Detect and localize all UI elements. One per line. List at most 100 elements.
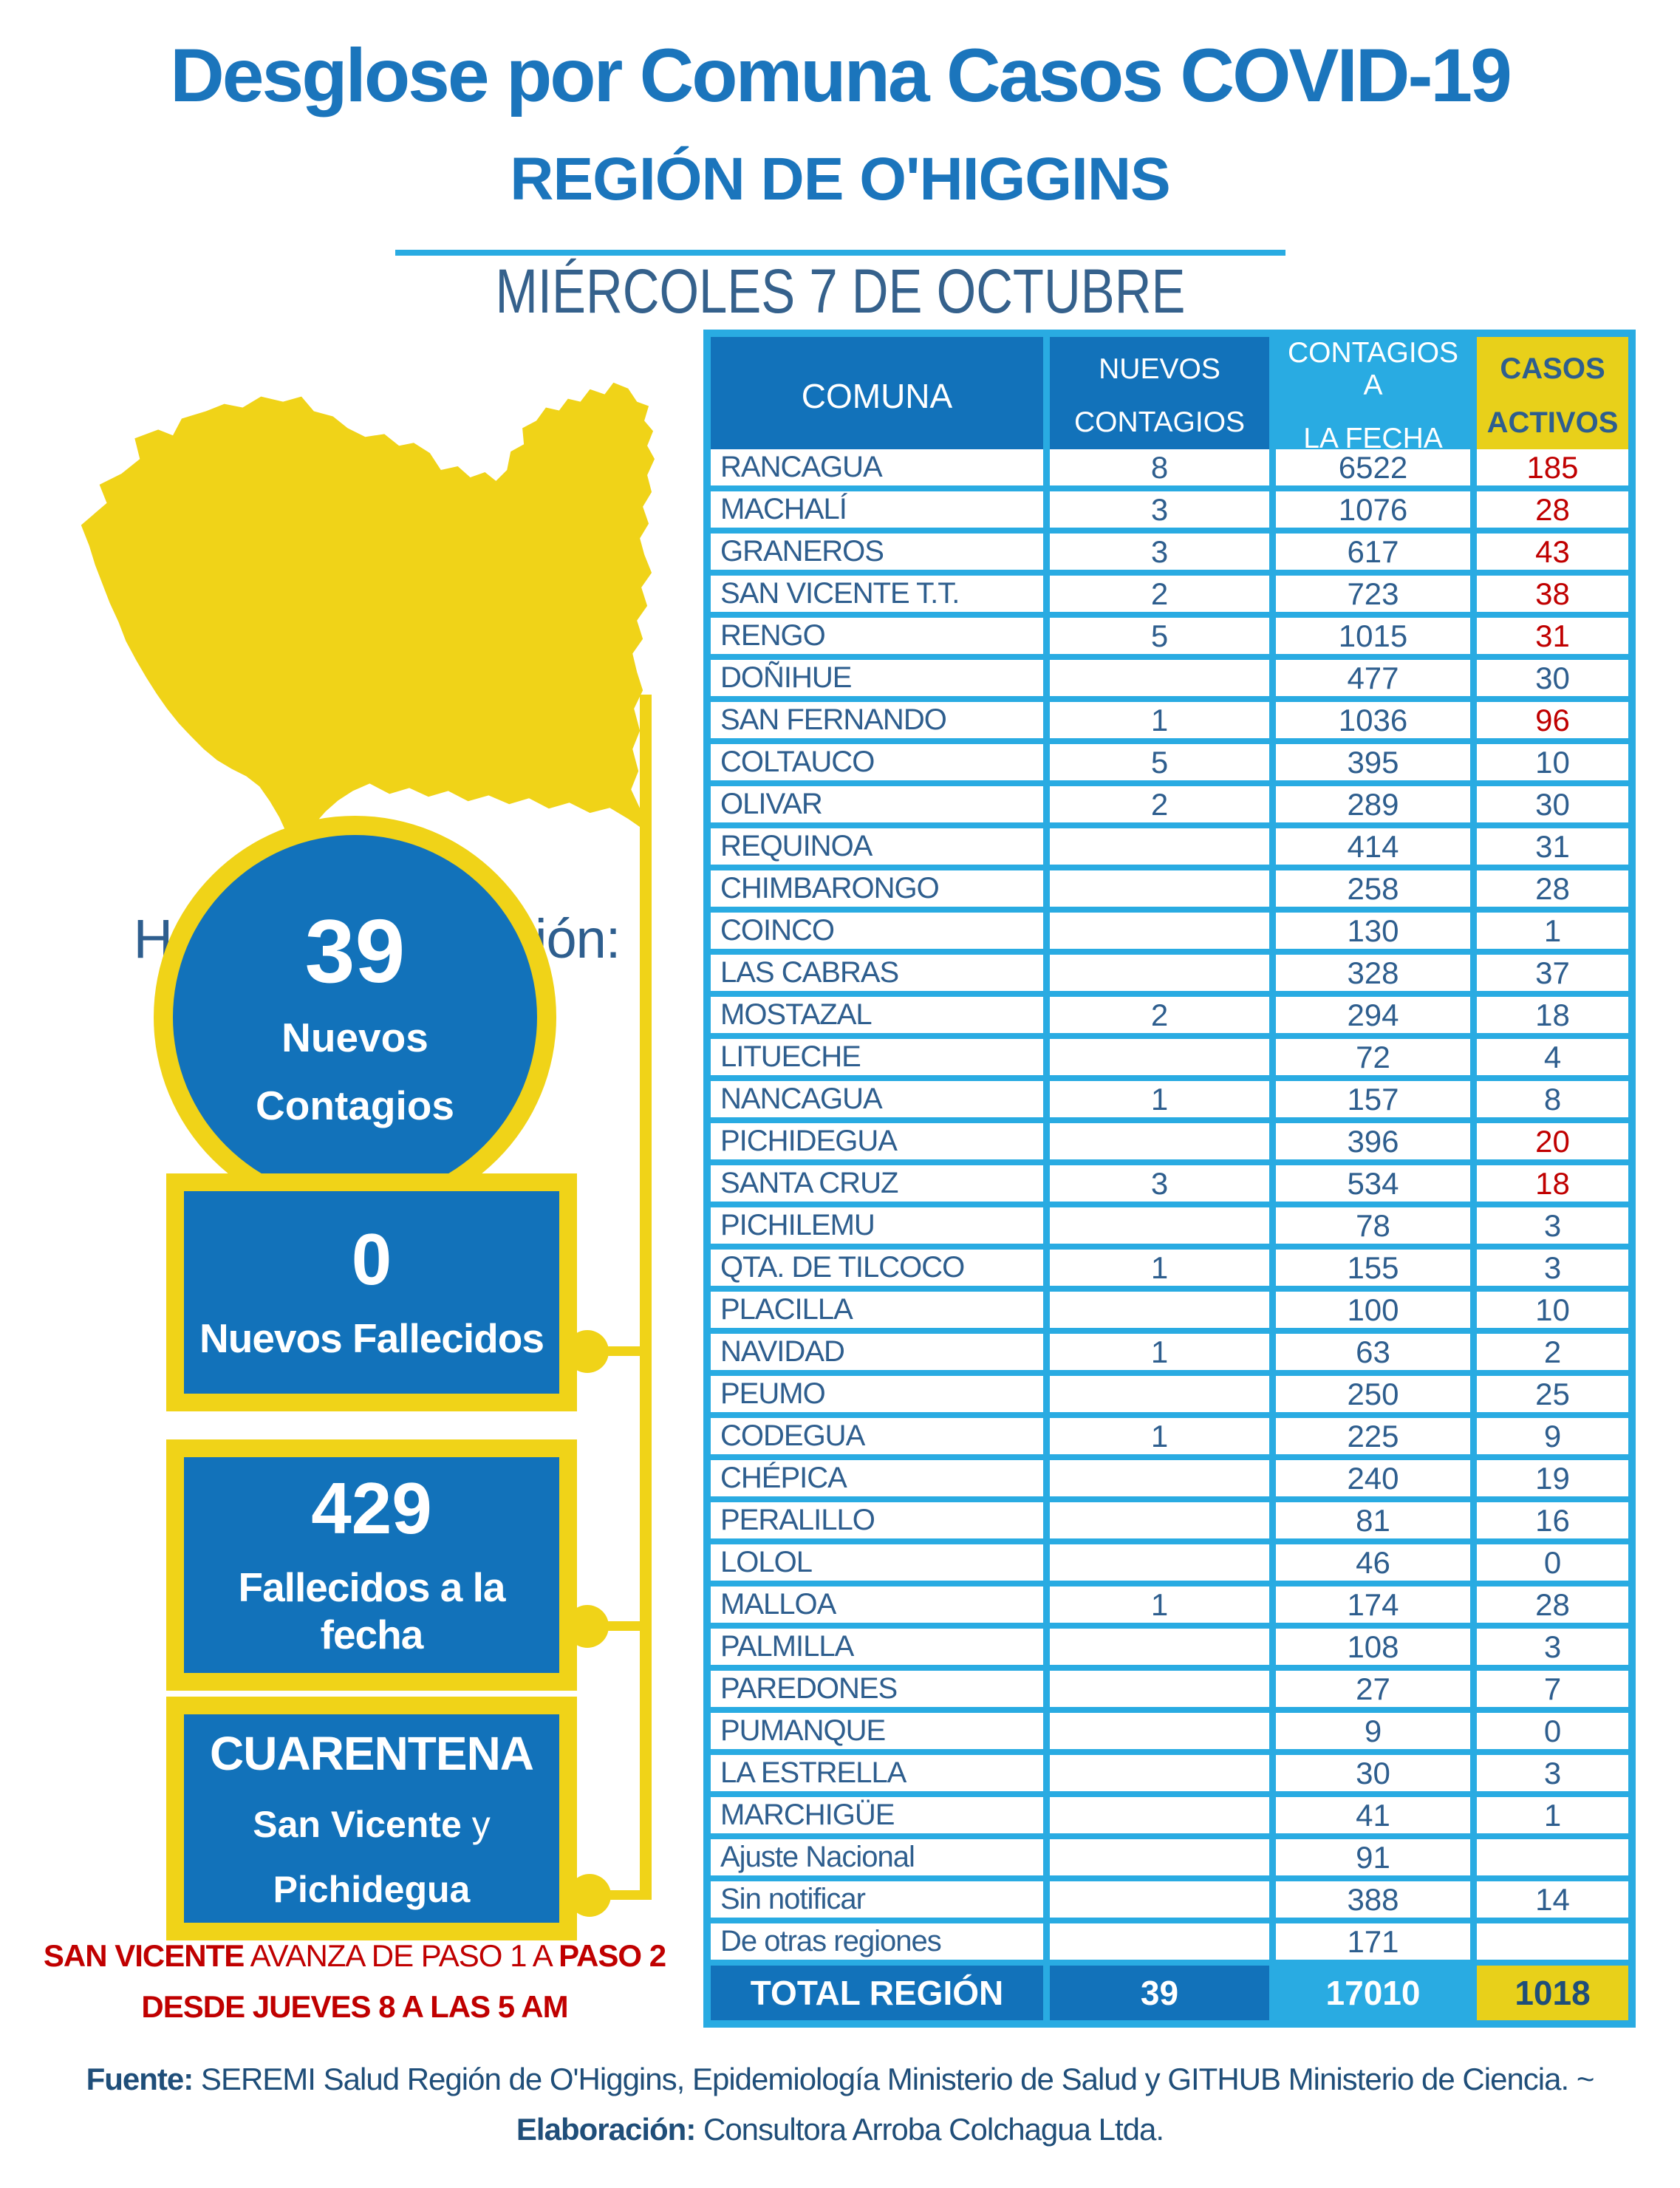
table-row: LA ESTRELLA 30 3 xyxy=(711,1755,1628,1797)
activos-cell: 20 xyxy=(1477,1123,1628,1165)
table-row: REQUINOA 414 31 xyxy=(711,828,1628,870)
activos-cell: 37 xyxy=(1477,955,1628,997)
activos-cell: 1 xyxy=(1477,913,1628,955)
activos-cell: 14 xyxy=(1477,1881,1628,1923)
activos-cell: 28 xyxy=(1477,1587,1628,1629)
title-underline xyxy=(395,250,1285,256)
comuna-cell: DOÑIHUE xyxy=(711,660,1050,702)
region-map-shape xyxy=(81,382,655,852)
activos-cell xyxy=(1477,1839,1628,1881)
comuna-cell: LA ESTRELLA xyxy=(711,1755,1050,1797)
elaboration-text: Consultora Arroba Colchagua Ltda. xyxy=(695,2112,1164,2147)
table-header-row: COMUNA NUEVOS CONTAGIOS CONTAGIOS A LA F… xyxy=(711,337,1628,455)
column-header-fecha-line2: LA FECHA xyxy=(1303,423,1443,454)
quarantine-commune-1: San Vicente xyxy=(253,1804,462,1845)
total-deaths-box: 429 Fallecidos a la fecha xyxy=(166,1439,577,1691)
elaboration-line: Elaboración: Consultora Arroba Colchagua… xyxy=(0,2112,1680,2147)
table-row: MARCHIGÜE 41 1 xyxy=(711,1797,1628,1839)
contagios-cell: 130 xyxy=(1276,913,1477,955)
new-cases-label-line1: Nuevos xyxy=(281,1014,428,1060)
quarantine-commune-2: Pichidegua xyxy=(273,1869,471,1910)
activos-cell: 18 xyxy=(1477,1165,1628,1207)
new-deaths-value: 0 xyxy=(351,1219,392,1300)
table-row: LITUECHE 72 4 xyxy=(711,1039,1628,1081)
contagios-cell: 81 xyxy=(1276,1502,1477,1544)
contagios-cell: 250 xyxy=(1276,1376,1477,1418)
table-row: RANCAGUA 8 6522 185 xyxy=(711,449,1628,491)
activos-cell: 10 xyxy=(1477,744,1628,786)
activos-cell: 3 xyxy=(1477,1250,1628,1292)
comuna-cell: De otras regiones xyxy=(711,1923,1050,1966)
table-row: PEUMO 250 25 xyxy=(711,1376,1628,1418)
nuevos-cell xyxy=(1050,1713,1276,1755)
activos-cell: 3 xyxy=(1477,1755,1628,1797)
nuevos-cell xyxy=(1050,828,1276,870)
nuevos-cell xyxy=(1050,1292,1276,1334)
region-map xyxy=(55,333,658,853)
region-subtitle: REGIÓN DE O'HIGGINS xyxy=(510,146,1171,213)
table-row: CODEGUA 1 225 9 xyxy=(711,1418,1628,1460)
contagios-cell: 63 xyxy=(1276,1334,1477,1376)
contagios-cell: 1036 xyxy=(1276,702,1477,744)
source-line: Fuente: SEREMI Salud Región de O'Higgins… xyxy=(0,2062,1680,2097)
nuevos-cell xyxy=(1050,1123,1276,1165)
total-label-cell: TOTAL REGIÓN xyxy=(711,1966,1050,2020)
nuevos-cell: 2 xyxy=(1050,786,1276,828)
nuevos-cell xyxy=(1050,870,1276,913)
comuna-cell: LOLOL xyxy=(711,1544,1050,1587)
nuevos-cell xyxy=(1050,1839,1276,1881)
contagios-cell: 78 xyxy=(1276,1207,1477,1250)
column-header-contagios-fecha: CONTAGIOS A LA FECHA xyxy=(1276,337,1477,455)
comuna-cell: MACHALÍ xyxy=(711,491,1050,534)
column-header-nuevos-contagios: NUEVOS CONTAGIOS xyxy=(1050,337,1276,455)
activos-cell: 0 xyxy=(1477,1713,1628,1755)
nuevos-cell xyxy=(1050,1039,1276,1081)
activos-cell: 10 xyxy=(1477,1292,1628,1334)
activos-cell: 2 xyxy=(1477,1334,1628,1376)
contagios-cell: 100 xyxy=(1276,1292,1477,1334)
table-total-row: TOTAL REGIÓN 39 17010 1018 xyxy=(711,1966,1628,2020)
table-row: Sin notificar 388 14 xyxy=(711,1881,1628,1923)
new-cases-value: 39 xyxy=(304,900,406,1001)
contagios-cell: 225 xyxy=(1276,1418,1477,1460)
contagios-cell: 171 xyxy=(1276,1923,1477,1966)
table-row: GRANEROS 3 617 43 xyxy=(711,534,1628,576)
contagios-cell: 396 xyxy=(1276,1123,1477,1165)
table-row: LAS CABRAS 328 37 xyxy=(711,955,1628,997)
comuna-cell: PALMILLA xyxy=(711,1629,1050,1671)
column-header-nuevos-line1: NUEVOS xyxy=(1099,353,1220,385)
activos-cell: 8 xyxy=(1477,1081,1628,1123)
contagios-cell: 6522 xyxy=(1276,449,1477,491)
page-title: Desglose por Comuna Casos COVID-19 xyxy=(170,33,1512,117)
comuna-cell: PAREDONES xyxy=(711,1671,1050,1713)
activos-cell: 30 xyxy=(1477,660,1628,702)
nuevos-cell: 3 xyxy=(1050,534,1276,576)
comuna-cell: QTA. DE TILCOCO xyxy=(711,1250,1050,1292)
contagios-cell: 534 xyxy=(1276,1165,1477,1207)
column-header-comuna: COMUNA xyxy=(711,337,1050,455)
contagios-cell: 9 xyxy=(1276,1713,1477,1755)
contagios-cell: 388 xyxy=(1276,1881,1477,1923)
nuevos-cell xyxy=(1050,1629,1276,1671)
activos-cell: 3 xyxy=(1477,1629,1628,1671)
contagios-cell: 328 xyxy=(1276,955,1477,997)
table-row: PICHILEMU 78 3 xyxy=(711,1207,1628,1250)
activos-cell: 38 xyxy=(1477,576,1628,618)
comuna-cell: COINCO xyxy=(711,913,1050,955)
contagios-cell: 723 xyxy=(1276,576,1477,618)
column-header-activos-line1: CASOS xyxy=(1500,352,1605,385)
table-row: CHÉPICA 240 19 xyxy=(711,1460,1628,1502)
column-header-fecha-line1: CONTAGIOS A xyxy=(1287,337,1459,401)
step-advance-when: DESDE JUEVES 8 A LAS 5 AM xyxy=(141,1989,568,2025)
step-advance-line1: SAN VICENTE AVANZA DE PASO 1 A PASO 2 xyxy=(15,1930,694,1981)
table-row: SAN VICENTE T.T. 2 723 38 xyxy=(711,576,1628,618)
comuna-cell: GRANEROS xyxy=(711,534,1050,576)
nuevos-cell xyxy=(1050,1755,1276,1797)
activos-cell: 28 xyxy=(1477,870,1628,913)
quarantine-title: CUARENTENA xyxy=(210,1727,534,1780)
table-row: PICHIDEGUA 396 20 xyxy=(711,1123,1628,1165)
step-advance-commune: SAN VICENTE xyxy=(43,1938,245,1973)
contagios-cell: 414 xyxy=(1276,828,1477,870)
column-header-nuevos-line2: CONTAGIOS xyxy=(1073,406,1246,438)
comuna-cell: NANCAGUA xyxy=(711,1081,1050,1123)
